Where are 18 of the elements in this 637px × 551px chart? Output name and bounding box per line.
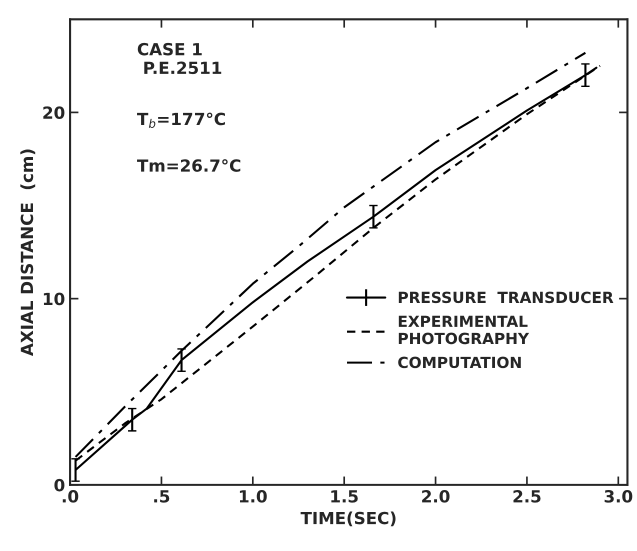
x-tick-label: .5 — [154, 490, 170, 503]
annotation: T$_{b}$=177°C — [137, 112, 225, 128]
annotation: Tm=26.7°C — [137, 159, 240, 172]
legend-label: EXPERIMENTAL PHOTOGRAPHY — [398, 316, 530, 344]
y-tick-label: 20 — [43, 106, 64, 119]
x-tick-label: 2.0 — [422, 490, 450, 503]
y-tick-label: 0 — [54, 478, 64, 492]
annotation: CASE 1 P.E.2511 — [138, 42, 222, 74]
legend-label: PRESSURE TRANSDUCER — [398, 292, 614, 304]
x-tick-label: 1.5 — [331, 490, 358, 503]
y-tick-label: 10 — [44, 292, 64, 306]
x-tick-label: 1.0 — [240, 490, 267, 503]
x-tick-label: 2.5 — [513, 490, 541, 503]
x-tick-label: .0 — [62, 490, 78, 503]
legend-label: COMPUTATION — [398, 356, 521, 368]
x-axis-title: TIME(SEC) — [300, 511, 396, 526]
y-axis-title: AXIAL DISTANCE (cm) — [20, 150, 36, 356]
x-tick-label: 3.0 — [604, 490, 632, 503]
